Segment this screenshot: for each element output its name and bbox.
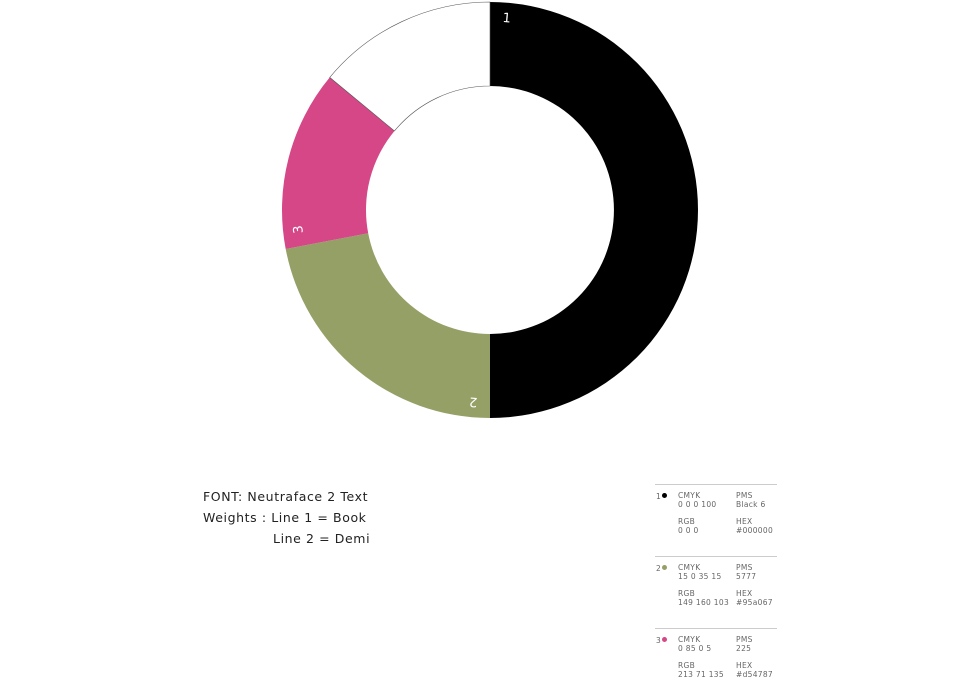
- rgb-label: RGB: [678, 589, 696, 598]
- swatch-number: 3: [656, 636, 662, 645]
- rgb-label: RGB: [678, 661, 696, 670]
- pms-value: Black 6: [736, 500, 766, 509]
- swatch-number: 1: [656, 492, 662, 501]
- cmyk-label: CMYK: [678, 491, 701, 500]
- font-info-line3: Line 2 = Demi: [273, 531, 371, 546]
- pms-value: 5777: [736, 572, 757, 581]
- cmyk-value: 15 0 35 15: [678, 572, 722, 581]
- donut-slice-blank: [329, 1, 491, 132]
- donut-slice-2: [285, 233, 490, 418]
- swatch-hex: HEX #000000: [736, 517, 773, 535]
- swatch-1: 1 CMYK 0 0 0 100 PMS Black 6 RGB 0 0 0 H…: [655, 484, 777, 556]
- swatch-cmyk: CMYK 15 0 35 15: [678, 563, 722, 581]
- cmyk-label: CMYK: [678, 563, 701, 572]
- font-info-line1: FONT: Neutraface 2 Text: [203, 489, 369, 504]
- swatch-dot: [662, 565, 667, 570]
- pms-label: PMS: [736, 635, 753, 644]
- swatch-dot: [662, 637, 667, 642]
- donut-slice-label: 3: [291, 225, 307, 235]
- swatch-dot: [662, 493, 667, 498]
- cmyk-value: 0 0 0 100: [678, 500, 717, 509]
- cmyk-label: CMYK: [678, 635, 701, 644]
- font-info: FONT: Neutraface 2 Text Weights : Line 1…: [203, 486, 370, 549]
- swatch-pms: PMS 225: [736, 635, 753, 653]
- color-swatch-panel: 1 CMYK 0 0 0 100 PMS Black 6 RGB 0 0 0 H…: [655, 484, 777, 700]
- cmyk-value: 0 85 0 5: [678, 644, 712, 653]
- swatch-cmyk: CMYK 0 0 0 100: [678, 491, 716, 509]
- pms-value: 225: [736, 644, 752, 653]
- donut-chart: 1 2 3: [282, 1, 698, 418]
- donut-slice-label: 1: [502, 11, 512, 27]
- rgb-value: 0 0 0: [678, 526, 699, 535]
- swatch-hex: HEX #95a067: [736, 589, 773, 607]
- swatch-rgb: RGB 149 160 103: [678, 589, 729, 607]
- swatch-number: 2: [656, 564, 662, 573]
- swatch-rgb: RGB 0 0 0: [678, 517, 699, 535]
- hex-label: HEX: [736, 589, 753, 598]
- pms-label: PMS: [736, 563, 753, 572]
- swatch-pms: PMS Black 6: [736, 491, 766, 509]
- pms-label: PMS: [736, 491, 753, 500]
- rgb-value: 149 160 103: [678, 598, 730, 607]
- donut-slice-label: 2: [468, 393, 478, 409]
- swatch-hex: HEX #d54787: [736, 661, 773, 679]
- hex-label: HEX: [736, 517, 753, 526]
- swatch-rgb: RGB 213 71 135: [678, 661, 724, 679]
- swatch-cmyk: CMYK 0 85 0 5: [678, 635, 711, 653]
- hex-value: #95a067: [736, 598, 773, 607]
- hex-value: #d54787: [736, 670, 774, 679]
- font-info-line2: Weights : Line 1 = Book: [203, 510, 367, 525]
- donut-slice-1: [490, 2, 698, 418]
- rgb-value: 213 71 135: [678, 670, 724, 679]
- swatch-2: 2 CMYK 15 0 35 15 PMS 5777 RGB 149 160 1…: [655, 556, 777, 628]
- hex-label: HEX: [736, 661, 753, 670]
- swatch-3: 3 CMYK 0 85 0 5 PMS 225 RGB 213 71 135 H…: [655, 628, 777, 700]
- swatch-pms: PMS 5777: [736, 563, 756, 581]
- hex-value: #000000: [736, 526, 774, 535]
- rgb-label: RGB: [678, 517, 696, 526]
- donut-slice-3: [282, 77, 395, 249]
